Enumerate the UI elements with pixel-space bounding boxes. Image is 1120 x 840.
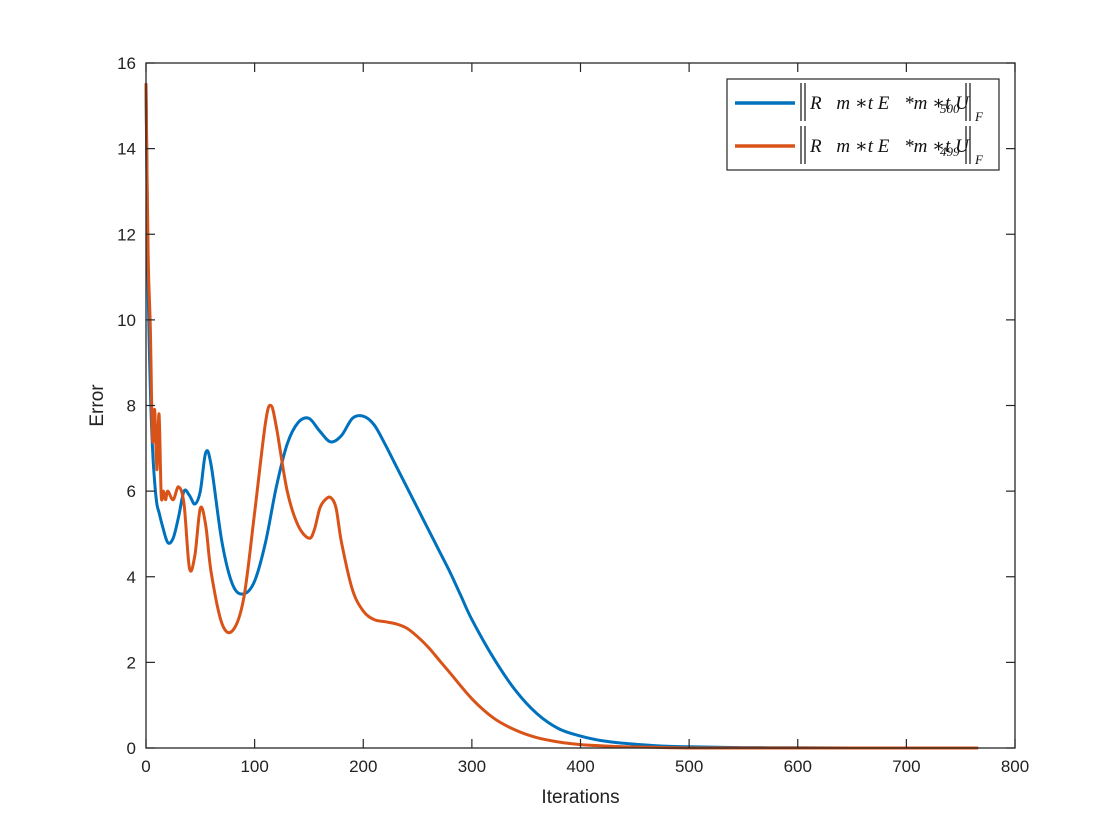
legend-entry-u499: R⃗m ∗t E⃗*m ∗t U⃗ 499 F xyxy=(735,126,984,167)
legend-subscript-u499: 499 xyxy=(940,144,960,159)
series-line-u500 xyxy=(144,82,979,750)
series-line-u499 xyxy=(144,82,979,750)
x-tick-label: 800 xyxy=(1001,757,1029,776)
y-tick-label: 14 xyxy=(117,140,136,159)
x-axis-label: Iterations xyxy=(541,787,619,808)
legend-subscript-u500: 500 xyxy=(940,101,960,116)
legend-label-u499: R⃗m ∗t E⃗*m ∗t U⃗ xyxy=(809,136,984,157)
y-tick-label: 0 xyxy=(127,739,136,758)
legend-norm-u500: F xyxy=(974,109,984,124)
y-tick-label: 6 xyxy=(127,482,136,501)
x-tick-label: 300 xyxy=(458,757,486,776)
x-tick-label: 0 xyxy=(141,757,150,776)
x-tick-label: 700 xyxy=(892,757,920,776)
x-tick-label: 400 xyxy=(566,757,594,776)
legend: R⃗m ∗t E⃗*m ∗t U⃗ 500 F R⃗m ∗t E⃗*m ∗t U… xyxy=(726,78,1000,171)
legend-norm-u499: F xyxy=(974,152,984,167)
y-tick-label: 12 xyxy=(117,225,136,244)
legend-entry-u500: R⃗m ∗t E⃗*m ∗t U⃗ 500 F xyxy=(735,83,984,124)
plot-area xyxy=(146,63,1015,748)
legend-label-u500: R⃗m ∗t E⃗*m ∗t U⃗ xyxy=(809,93,984,114)
y-tick-label: 8 xyxy=(127,397,136,416)
y-tick-label: 4 xyxy=(127,568,136,587)
legend-box xyxy=(726,78,1000,171)
x-axis-ticks: 0 100 200 300 400 500 600 700 800 xyxy=(141,63,1029,776)
y-tick-label: 16 xyxy=(117,54,136,73)
x-tick-label: 100 xyxy=(240,757,268,776)
y-axis-ticks: 0 2 4 6 8 10 12 14 16 xyxy=(117,54,1015,758)
x-tick-label: 200 xyxy=(349,757,377,776)
series-layer xyxy=(144,82,979,750)
x-tick-label: 500 xyxy=(675,757,703,776)
y-tick-label: 2 xyxy=(127,653,136,672)
y-axis-label: Error xyxy=(87,384,108,427)
y-tick-label: 10 xyxy=(117,311,136,330)
x-tick-label: 600 xyxy=(784,757,812,776)
